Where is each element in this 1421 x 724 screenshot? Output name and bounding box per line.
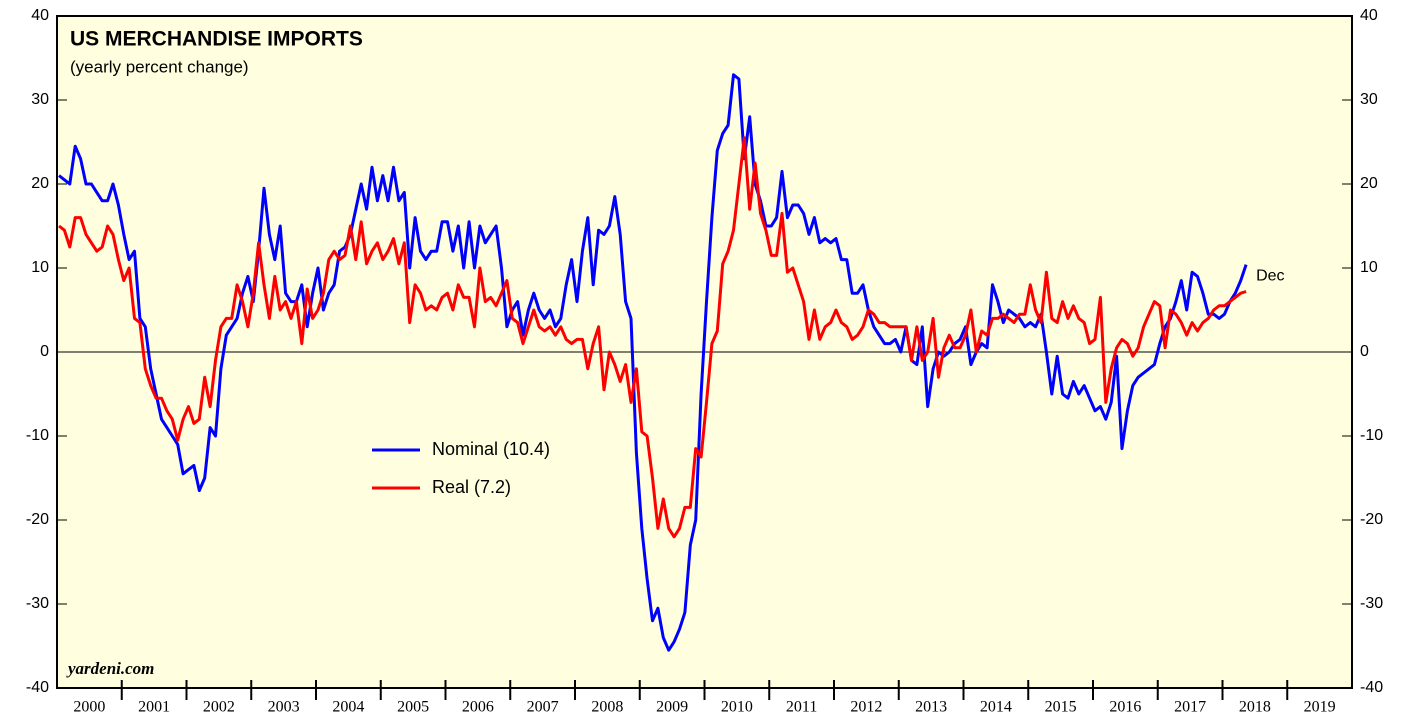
x-tick-label: 2018 [1239, 699, 1271, 716]
y-tick-label: 0 [40, 343, 49, 360]
x-tick-label: 2005 [397, 699, 429, 716]
y-tick-label-right: 10 [1360, 259, 1378, 276]
x-tick-label: 2004 [332, 699, 364, 716]
y-tick-label-right: 20 [1360, 175, 1378, 192]
x-tick-label: 2013 [915, 699, 947, 716]
x-tick-label: 2014 [980, 699, 1012, 716]
x-tick-label: 2016 [1109, 699, 1141, 716]
y-tick-label: 30 [31, 91, 49, 108]
x-tick-label: 2009 [656, 699, 688, 716]
x-tick-label: 2000 [73, 699, 105, 716]
series-line [58, 136, 1247, 539]
x-tick-label: 2007 [527, 699, 559, 716]
x-tick-label: 2008 [591, 699, 623, 716]
source: yardeni.com [66, 659, 154, 678]
x-tick-label: 2015 [1045, 699, 1077, 716]
y-tick-label-right: -10 [1360, 427, 1383, 444]
x-tick-label: 2010 [721, 699, 753, 716]
annotation: Dec [1256, 268, 1284, 285]
y-tick-label: -20 [26, 511, 49, 528]
x-tick-label: 2019 [1304, 699, 1336, 716]
y-tick-label: -40 [26, 679, 49, 696]
x-tick-label: 2011 [786, 699, 817, 716]
x-tick-label: 2017 [1174, 699, 1206, 716]
y-tick-label: 20 [31, 175, 49, 192]
y-tick-label: -10 [26, 427, 49, 444]
chart-subtitle: (yearly percent change) [70, 57, 249, 76]
y-tick-label-right: 40 [1360, 7, 1378, 24]
y-tick-label-right: -20 [1360, 511, 1383, 528]
y-tick-label: 40 [31, 7, 49, 24]
y-tick-label: -30 [26, 595, 49, 612]
x-tick-label: 2012 [850, 699, 882, 716]
legend-label: Nominal (10.4) [432, 439, 550, 459]
legend-label: Real (7.2) [432, 477, 511, 497]
x-tick-label: 2002 [203, 699, 235, 716]
chart-title: US MERCHANDISE IMPORTS [70, 28, 363, 51]
y-tick-label-right: -40 [1360, 679, 1383, 696]
y-tick-label: 10 [31, 259, 49, 276]
x-tick-label: 2003 [268, 699, 300, 716]
y-tick-label-right: 0 [1360, 343, 1369, 360]
y-tick-label-right: -30 [1360, 595, 1383, 612]
y-tick-label-right: 30 [1360, 91, 1378, 108]
x-tick-label: 2001 [138, 699, 170, 716]
x-tick-label: 2006 [462, 699, 494, 716]
